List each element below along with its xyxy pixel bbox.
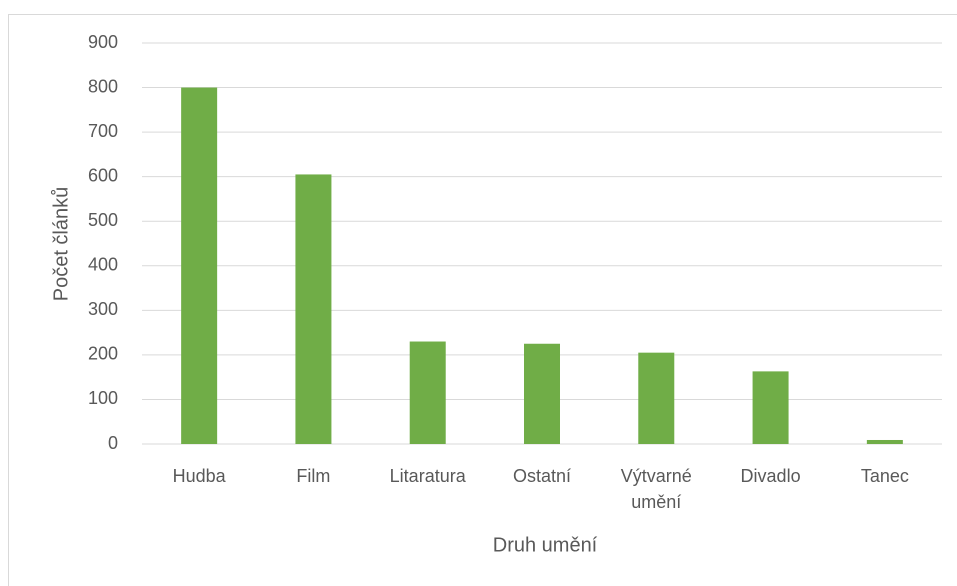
- bar: [752, 371, 789, 444]
- x-axis-title: Druh umění: [493, 534, 598, 556]
- y-axis-title: Počet článků: [50, 187, 72, 302]
- bar: [638, 352, 675, 444]
- x-tick-label: Tanec: [860, 466, 909, 486]
- bar: [524, 343, 560, 444]
- y-tick-label: 200: [88, 344, 118, 364]
- x-tick-label: Divadlo: [740, 466, 801, 486]
- y-tick-label: 100: [88, 388, 118, 408]
- y-tick-label: 600: [88, 165, 118, 185]
- x-tick-label: Film: [296, 466, 331, 486]
- bar: [866, 439, 903, 444]
- x-tick-label: Litaratura: [389, 466, 466, 486]
- y-tick-label: 700: [88, 121, 118, 141]
- y-tick-label: 500: [88, 210, 118, 230]
- y-tick-label: 300: [88, 299, 118, 319]
- x-tick-label: Ostatní: [512, 466, 571, 486]
- bar: [181, 87, 218, 445]
- x-tick-label: Výtvarné umění: [620, 466, 692, 512]
- bar: [295, 174, 332, 444]
- y-tick-label: 900: [88, 32, 118, 52]
- x-tick-label: Hudba: [172, 466, 226, 486]
- y-tick-label: 800: [88, 76, 118, 96]
- chart-border: [8, 14, 957, 586]
- y-tick-label: 0: [108, 433, 118, 453]
- y-tick-label: 400: [88, 255, 118, 275]
- bar: [409, 341, 446, 444]
